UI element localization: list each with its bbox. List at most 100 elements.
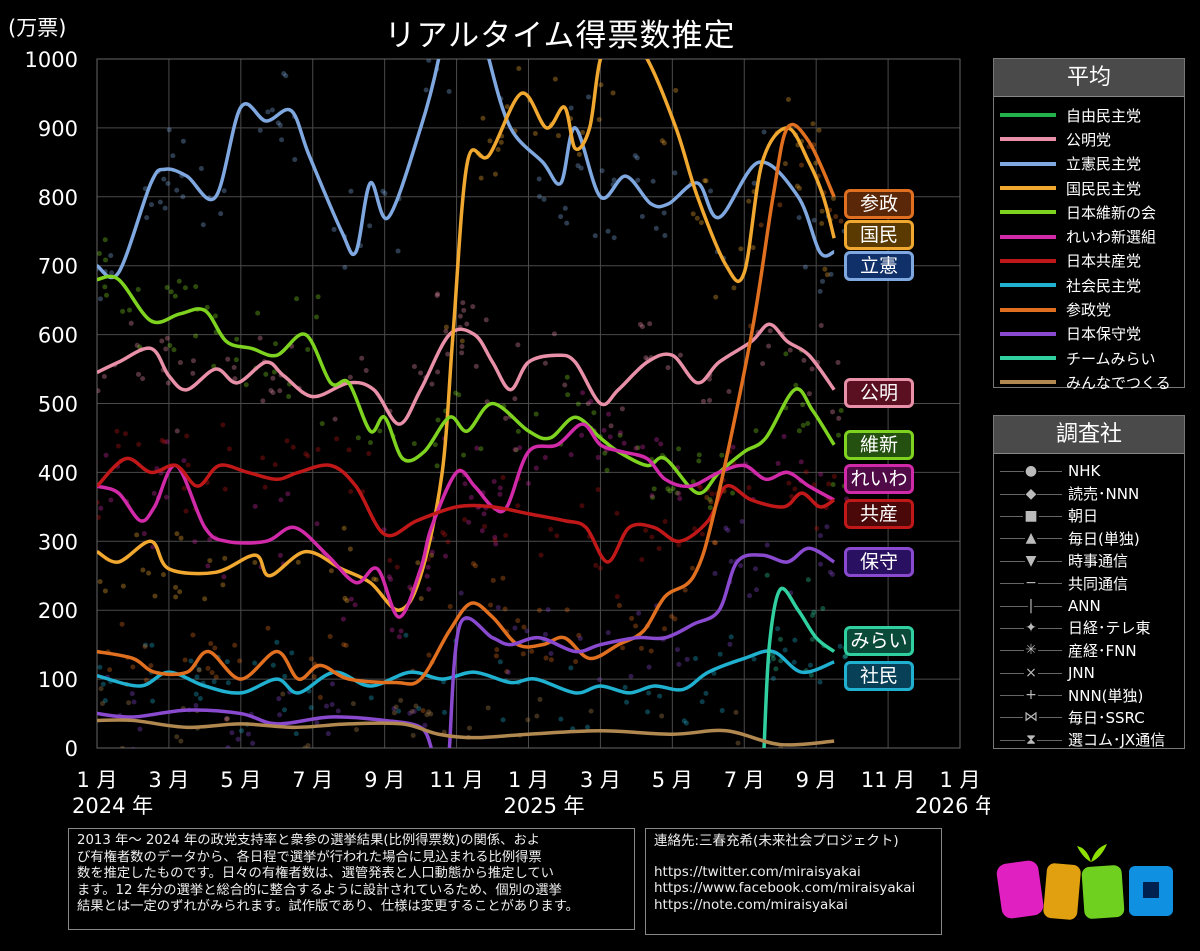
survey-point	[389, 627, 395, 633]
survey-point	[568, 452, 574, 458]
survey-point	[607, 434, 613, 440]
legend-label: チームみらい	[1066, 349, 1156, 368]
survey-point	[592, 233, 598, 239]
survey-point	[398, 628, 404, 634]
survey-point	[770, 675, 776, 681]
survey-point	[683, 720, 689, 726]
survey-point	[255, 310, 261, 316]
survey-point	[222, 486, 228, 492]
survey-point	[650, 178, 656, 184]
survey-point	[818, 322, 824, 328]
survey-point	[670, 486, 676, 492]
survey-point	[699, 531, 705, 537]
survey-point	[422, 722, 428, 728]
survey-marker-icon: ⋈	[1000, 709, 1062, 726]
survey-point	[434, 293, 440, 299]
survey-point	[346, 447, 352, 453]
survey-point	[115, 443, 121, 449]
survey-point	[425, 564, 431, 570]
survey-point	[753, 566, 759, 572]
x-tick-label: 3 月	[148, 768, 189, 792]
survey-point	[181, 458, 187, 464]
survey-point	[579, 432, 585, 438]
survey-point	[597, 565, 603, 571]
legend-label: 参政党	[1066, 301, 1112, 320]
note-line: ます。12 年分の選挙と総合的に整合するように設計されているため、個別の選挙	[77, 882, 562, 898]
survey-point	[819, 208, 825, 214]
survey-point	[119, 621, 125, 627]
survey-point	[807, 662, 813, 668]
survey-point	[500, 575, 506, 581]
survey-point	[580, 129, 586, 135]
survey-point	[608, 423, 614, 429]
legend-item: 参政党	[994, 297, 1184, 321]
survey-point	[548, 526, 554, 532]
survey-point	[639, 557, 645, 563]
survey-point	[534, 713, 540, 719]
survey-point	[126, 700, 132, 706]
survey-point	[638, 645, 644, 651]
series-line-1	[97, 322, 836, 426]
survey-point	[798, 459, 804, 465]
contact-link[interactable]: https://www.facebook.com/miraisyakai	[654, 880, 916, 896]
survey-point	[564, 607, 570, 613]
survey-point	[98, 686, 104, 692]
survey-point	[411, 441, 417, 447]
survey-point	[174, 531, 180, 537]
survey-point	[517, 445, 523, 451]
survey-point	[536, 176, 542, 182]
survey-point	[257, 335, 263, 341]
survey-point	[85, 280, 90, 285]
survey-point	[82, 683, 87, 688]
contact-link[interactable]: https://twitter.com/miraisyakai	[654, 863, 861, 880]
note-line: 結果とは一定のずれがみられます。試作版であり、仕様は変更することがあります。	[77, 899, 579, 914]
x-tick-label: 1 月	[76, 768, 117, 792]
survey-point	[684, 656, 690, 662]
survey-point	[172, 293, 178, 299]
survey-point	[820, 278, 826, 284]
survey-point	[515, 428, 521, 434]
survey-point	[276, 696, 282, 702]
survey-point	[702, 178, 708, 184]
survey-point	[315, 447, 321, 453]
survey-point	[426, 586, 432, 592]
survey-point	[543, 655, 549, 661]
legend-swatch	[1000, 186, 1056, 191]
survey-point	[136, 441, 142, 447]
survey-point	[128, 320, 134, 326]
survey-point	[482, 523, 488, 529]
survey-point	[257, 127, 263, 133]
survey-point	[628, 673, 634, 679]
contact-link[interactable]: https://note.com/miraisyakai	[654, 896, 848, 913]
chart-title: リアルタイム得票数推定	[384, 18, 736, 54]
survey-point	[164, 284, 170, 290]
survey-point	[108, 253, 114, 259]
party-tag: 国民	[844, 219, 914, 250]
y-tick-label: 700	[38, 255, 78, 279]
survey-point	[285, 491, 291, 497]
survey-point	[437, 24, 442, 29]
survey-point	[504, 104, 510, 110]
survey-point	[366, 451, 372, 457]
survey-label: 毎日･SSRC	[1068, 708, 1145, 727]
note-line: 2013 年～ 2024 年の政党支持率と衆参の選挙結果(比例得票数)の関係、お…	[77, 833, 541, 848]
survey-point	[599, 168, 605, 174]
survey-point	[699, 699, 705, 705]
survey-legend-item: ◆ 読売･NNN	[994, 482, 1184, 504]
survey-point	[97, 388, 101, 394]
survey-point	[178, 738, 184, 744]
survey-point	[387, 557, 393, 563]
survey-point	[278, 497, 284, 503]
survey-point	[180, 138, 186, 144]
survey-point	[411, 708, 417, 714]
survey-point	[633, 445, 639, 451]
survey-point	[537, 696, 543, 702]
survey-point	[789, 494, 795, 500]
survey-point	[114, 428, 120, 434]
plot-frame	[96, 58, 961, 749]
survey-point	[481, 31, 486, 36]
survey-point	[470, 304, 476, 310]
survey-point	[347, 374, 353, 380]
x-tick-label: 1 月	[508, 768, 549, 792]
survey-point	[605, 630, 611, 636]
